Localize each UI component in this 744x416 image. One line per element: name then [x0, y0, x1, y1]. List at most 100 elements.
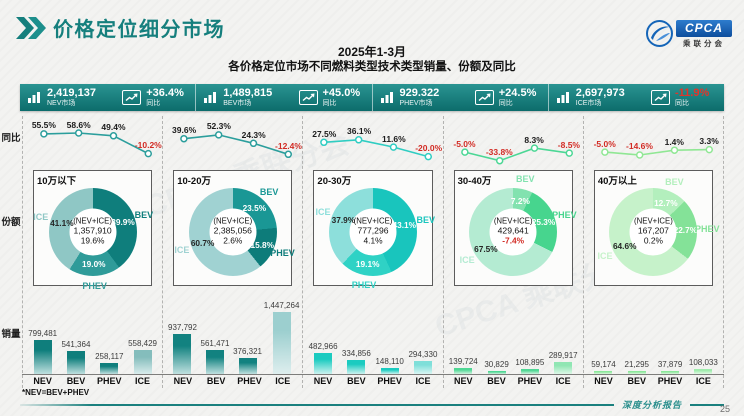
bar-value-label: 30,829	[484, 360, 509, 369]
bar	[627, 371, 646, 374]
donut-center-growth: -7.4%	[502, 235, 525, 246]
bar	[133, 350, 152, 374]
donut-slice-pct: 60.7%	[190, 237, 215, 248]
yoy-line-chart: -5.0% -33.8% 8.3% -8.5%	[444, 116, 583, 168]
share-donut: (NEV+ICE) 167,207 0.2% 12.7% BEV 22.7% PHEV…	[597, 177, 720, 276]
category-labels: NEV BEV PHEV ICE	[23, 376, 162, 386]
stat-yoy-label: 同比	[146, 99, 161, 107]
bar	[520, 369, 539, 374]
category-label: NEV	[454, 376, 473, 386]
donut-center-growth: 0.2%	[643, 235, 663, 246]
bar	[594, 371, 613, 374]
donut-center-label: (NEV+ICE) 2,385,056 2.6%	[209, 208, 257, 256]
yoy-line-svg	[460, 144, 573, 165]
bar	[238, 357, 257, 374]
bar-slot: 334,856	[340, 349, 373, 374]
sales-bar-chart: 937,792 561,471 376,321 1,447,264	[163, 288, 302, 374]
donut-center-total: 429,641	[497, 225, 529, 236]
category-labels: NEV BEV PHEV ICE	[444, 376, 583, 386]
category-label: BEV	[347, 376, 366, 386]
donut-slice-name: PHEV	[270, 248, 295, 259]
donut-center-label: (NEV+ICE) 429,641 -7.4%	[489, 208, 537, 256]
yoy-point-label: 1.4%	[664, 136, 684, 147]
bar-slot: 799,481	[26, 329, 59, 374]
donut-center-label: (NEV+ICE) 167,207 0.2%	[629, 208, 677, 256]
segment-column: -5.0% -33.8% 8.3% -8.5% 30-40万 (NEV+ICE) 42…	[442, 116, 583, 388]
bar-value-label: 561,471	[200, 338, 230, 348]
footer-divider-short	[690, 403, 724, 406]
bar-chart-icon	[556, 92, 569, 103]
donut-slice-name: BEV	[259, 187, 279, 198]
yoy-line-svg	[180, 131, 293, 159]
bar-value-label: 558,429	[128, 339, 157, 349]
bar-value-label: 937,792	[168, 322, 197, 332]
category-labels: NEV BEV PHEV ICE	[163, 376, 302, 386]
bar	[314, 353, 333, 374]
bar	[380, 367, 399, 374]
bar	[487, 371, 506, 374]
stat-yoy-value: +36.4%	[146, 86, 184, 99]
donut-slice-name: PHEV	[351, 280, 377, 291]
segment-column: 27.5% 36.1% 11.6% -20.0% 20-30万 (NEV+ICE) 7…	[302, 116, 442, 388]
yoy-point-label: -8.5%	[557, 139, 580, 150]
category-label: ICE	[275, 376, 291, 386]
share-donut-panel: 10-20万 (NEV+ICE) 2,385,056 2.6% 23.5% BEV…	[173, 170, 295, 286]
stat-card: 929.322 PHEV市场 +24.5% 同比	[373, 84, 549, 111]
stat-market-label: NEV市场	[47, 99, 76, 107]
bar	[694, 369, 713, 374]
donut-slice-pct: 41.1%	[50, 218, 74, 229]
logo-text: CPCA	[675, 20, 732, 37]
donut-slice-pct: 7.2%	[510, 195, 530, 206]
bar-slot: 482,966	[306, 342, 339, 374]
donut-slice-name: ICE	[174, 244, 190, 255]
bar-chart-icon	[380, 92, 393, 103]
share-donut: (NEV+ICE) 429,641 -7.4% 7.2% BEV 25.3% PHEV…	[460, 174, 577, 276]
bar-slot: 294,330	[406, 350, 439, 374]
donut-center-total: 2,385,056	[213, 225, 252, 236]
share-donut-panel: 40万以上 (NEV+ICE) 167,207 0.2% 12.7% BEV 22.…	[593, 170, 720, 286]
share-donut-panel: 10万以下 (NEV+ICE) 1,357,910 19.6% 39.9% BEV…	[33, 170, 153, 291]
trend-up-icon	[298, 90, 318, 105]
donut-slice-pct: 25.3%	[531, 216, 556, 227]
yoy-line-chart: -5.0% -14.6% 1.4% 3.3%	[584, 116, 723, 168]
category-label: BEV	[66, 376, 86, 386]
rail-label-yoy: 同比	[1, 133, 21, 144]
subtitle-description: 各价格定位市场不同燃料类型技术类型销量、份额及同比	[228, 61, 516, 73]
yoy-point-label: -20.0%	[415, 143, 443, 154]
bar-slot: 541,364	[59, 340, 92, 374]
donut-slice-pct: 67.5%	[474, 243, 498, 254]
yoy-point-label: 39.6%	[172, 125, 197, 136]
bar	[413, 361, 432, 374]
sales-bar-chart: 59,174 21,295 37,879 108,033	[584, 288, 723, 374]
yoy-point-label: -5.0%	[453, 138, 476, 149]
donut-slice-name: PHEV	[552, 209, 577, 220]
yoy-line-svg	[320, 136, 433, 161]
bar-value-label: 108,033	[688, 358, 718, 368]
donut-center-caption: (NEV+ICE)	[353, 216, 393, 226]
yoy-point-label: -33.8%	[485, 147, 513, 158]
segment-column: 39.6% 52.3% 24.3% -12.4% 10-20万 (NEV+ICE) 2…	[162, 116, 302, 388]
stat-market-label: BEV市场	[223, 99, 252, 107]
category-label: ICE	[415, 376, 431, 386]
stat-card: 2,419,137 NEV市场 +36.4% 同比	[20, 84, 197, 111]
bar-value-label: 37,879	[657, 360, 683, 369]
bar-slot: 21,295	[620, 360, 653, 374]
bar-chart-icon	[28, 92, 40, 103]
bar-value-label: 334,856	[341, 348, 371, 358]
bar-slot: 108,033	[687, 358, 720, 374]
donut-slice-pct: 23.5%	[242, 203, 267, 214]
stat-yoy-value: +45.0%	[322, 86, 361, 99]
yoy-point-label: 52.3%	[206, 121, 231, 132]
bar-value-label: 294,330	[408, 350, 438, 360]
donut-slice-pct: 12.7%	[654, 197, 678, 208]
sales-bar-chart: 139,724 30,829 108,895 289,917	[444, 288, 583, 374]
segment-title: 10-20万	[177, 176, 212, 187]
bar-slot: 30,829	[480, 360, 513, 374]
bar-value-label: 21,295	[624, 360, 649, 369]
yoy-point-label: 8.3%	[524, 134, 544, 145]
bar	[33, 339, 52, 374]
category-label: BEV	[206, 376, 226, 386]
category-label: NEV	[33, 376, 52, 386]
category-label: BEV	[627, 376, 647, 386]
